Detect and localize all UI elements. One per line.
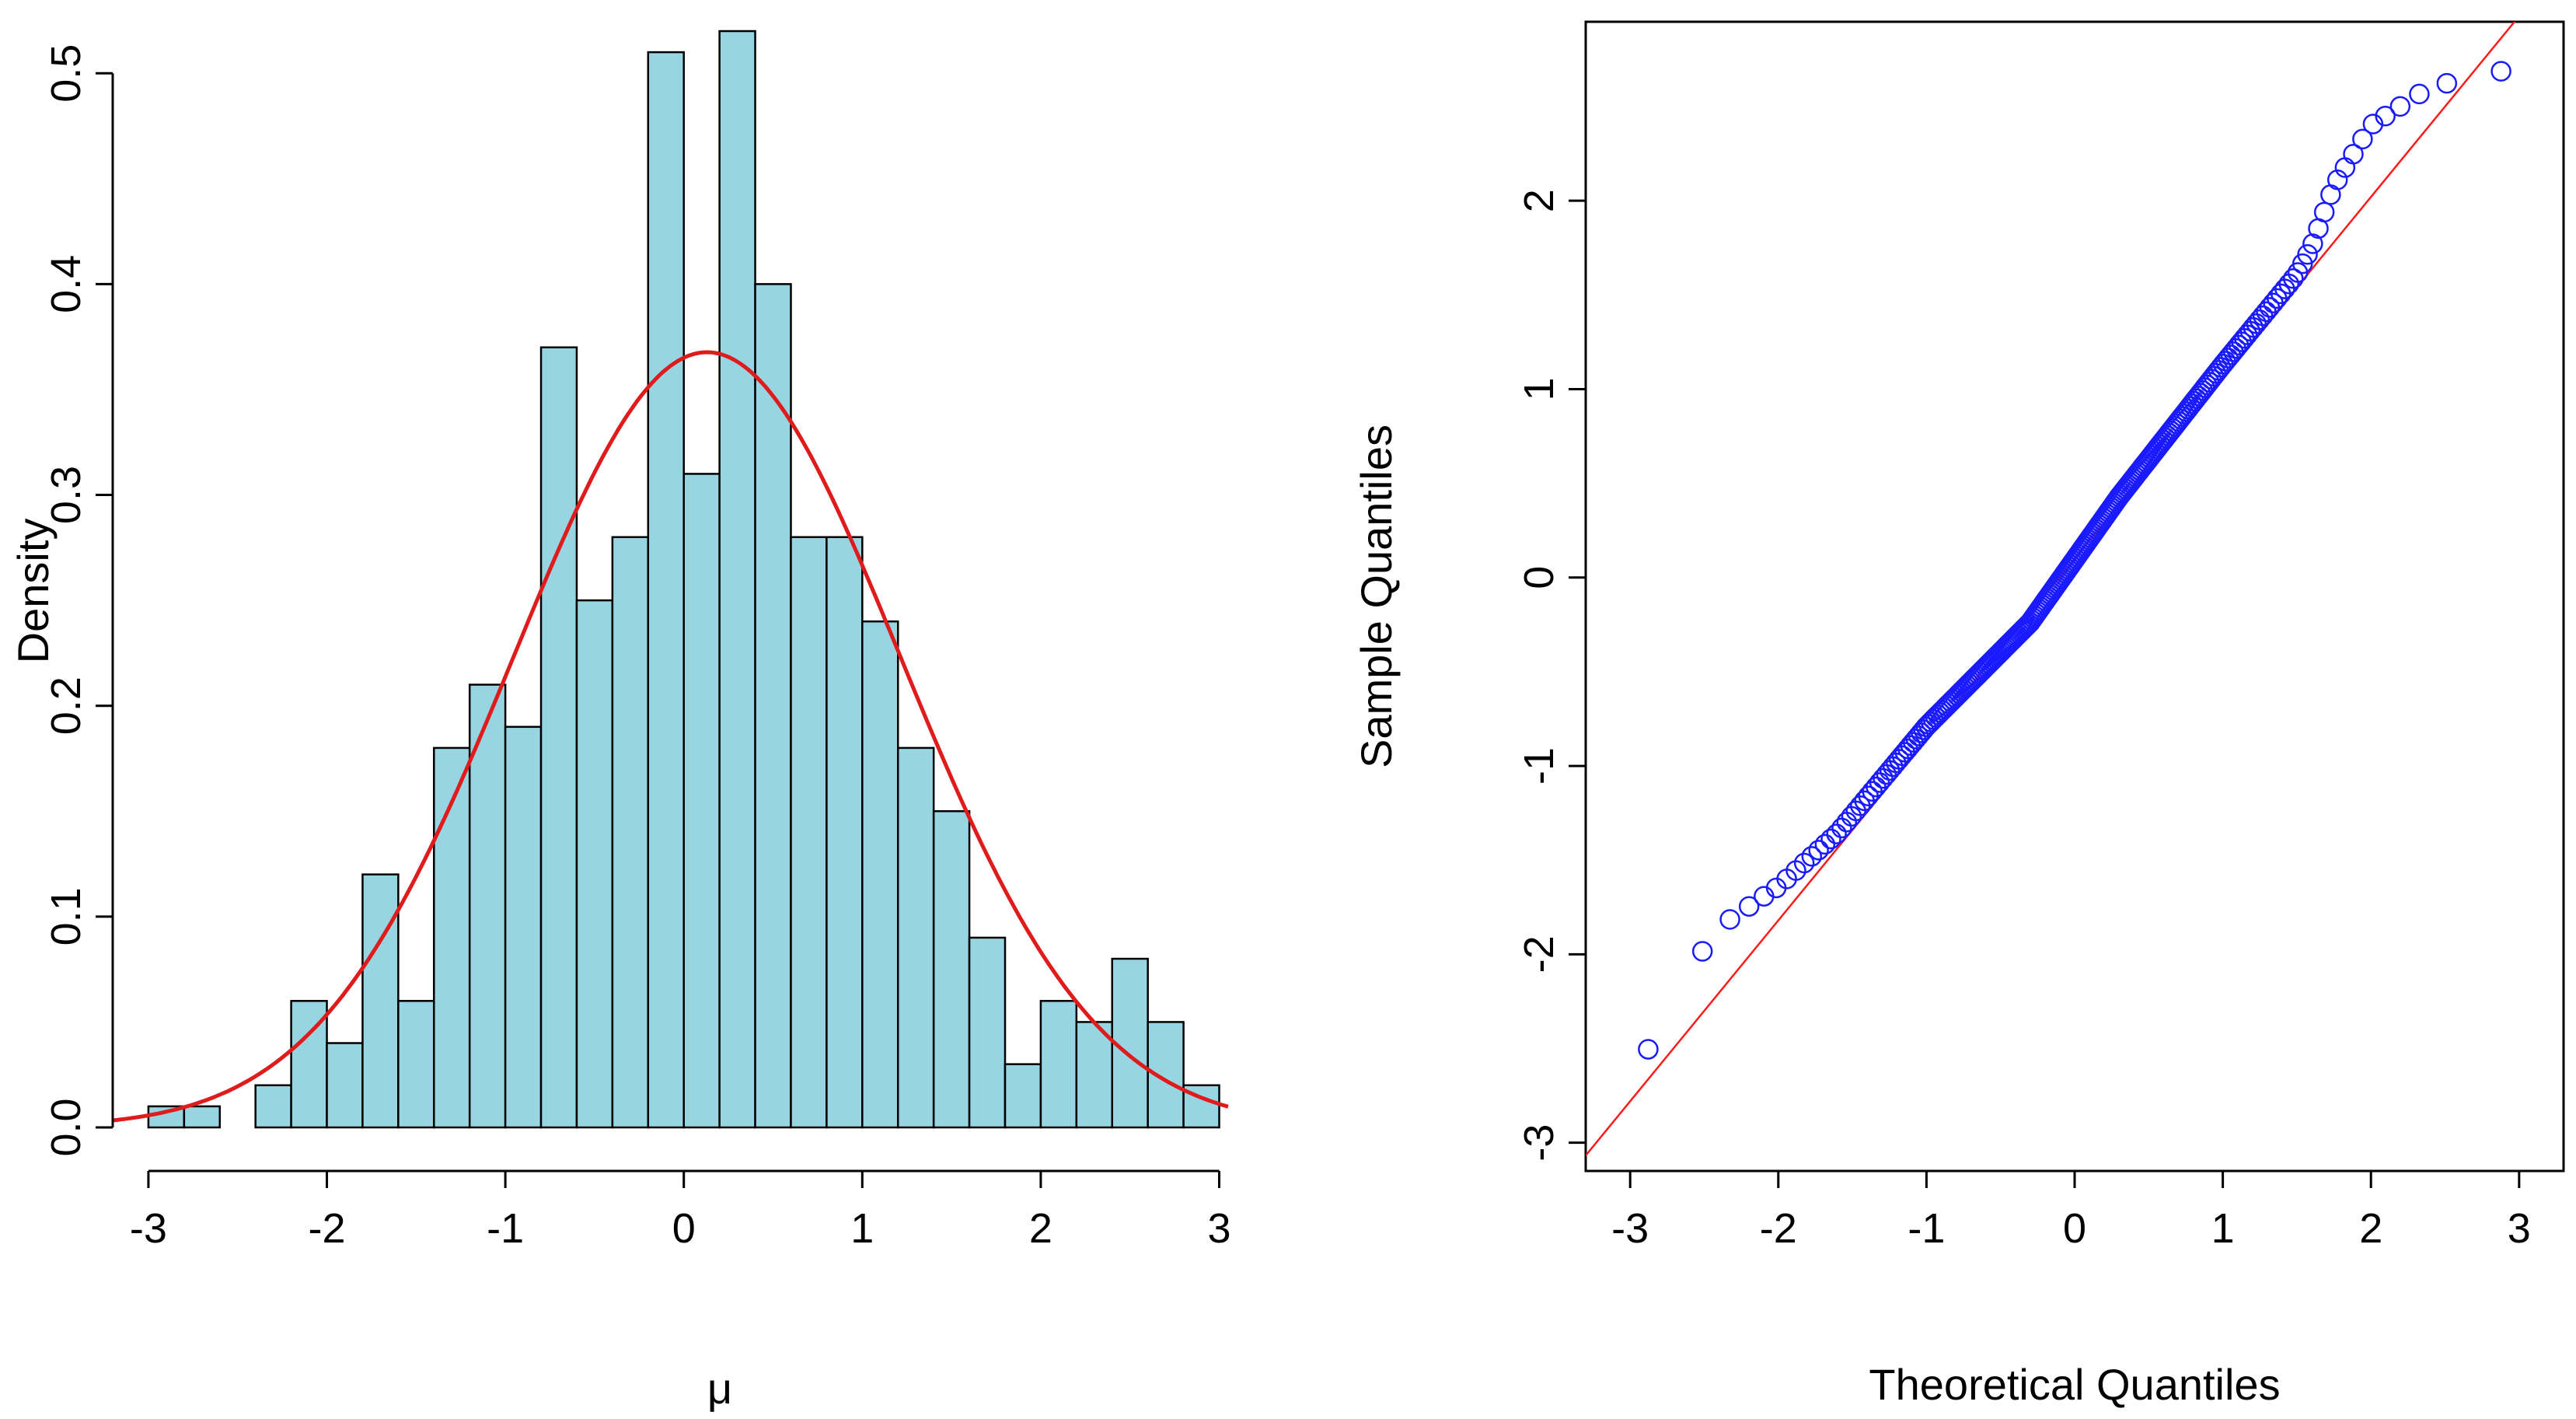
- y-tick-label: 0.3: [43, 466, 89, 524]
- qq-point: [2409, 83, 2430, 105]
- x-tick-label: 2: [1029, 1205, 1052, 1252]
- x-axis-label: μ: [707, 1364, 732, 1413]
- histogram-bar: [790, 536, 828, 1129]
- qq-point: [2326, 169, 2348, 190]
- x-tick-label: 1: [2211, 1205, 2235, 1252]
- qq-point: [1793, 852, 1815, 874]
- qq-point: [1831, 817, 1852, 839]
- histogram-bar: [1075, 1021, 1114, 1129]
- qq-point: [1820, 828, 1841, 850]
- qq-point: [2313, 201, 2335, 223]
- qq-point: [2436, 72, 2458, 94]
- y-tick-label: 0.2: [43, 676, 89, 735]
- qq-point: [1638, 1039, 1659, 1060]
- y-tick-label: 0.4: [43, 255, 89, 313]
- density-curve: [112, 350, 1229, 1123]
- histogram-bar: [611, 536, 650, 1129]
- plot-frame: [1584, 20, 2565, 1173]
- x-tick-label: 0: [672, 1205, 696, 1252]
- qq-point: [2389, 96, 2411, 117]
- histogram-bar: [361, 873, 400, 1129]
- reference-line: [1586, 22, 2516, 1156]
- histogram-bar: [718, 30, 756, 1129]
- y-tick-label: -1: [1516, 747, 1562, 785]
- x-ticks: -3 -2 -1 0 1 2 3: [1611, 1169, 2531, 1252]
- x-tick-label: -1: [1908, 1205, 1945, 1252]
- histogram-bar: [647, 51, 685, 1129]
- qq-point: [2375, 106, 2396, 127]
- x-tick-label: -3: [1611, 1205, 1649, 1252]
- y-axis-label: Density: [9, 519, 58, 664]
- x-axis-label: Theoretical Quantiles: [1869, 1360, 2280, 1409]
- x-tick-label: -2: [309, 1205, 346, 1252]
- x-tick-label: -3: [130, 1205, 167, 1252]
- y-ticks: 0.0 0.1 0.2 0.3 0.4 0.5: [43, 44, 113, 1157]
- x-tick-label: 1: [850, 1205, 874, 1252]
- qq-point: [2490, 61, 2511, 82]
- y-tick-label: 0: [1516, 566, 1562, 589]
- qq-point: [2343, 143, 2364, 165]
- histogram-bar: [575, 599, 614, 1129]
- histogram-bar: [504, 725, 543, 1129]
- histogram-bar: [183, 1105, 222, 1129]
- x-tick-label: 0: [2063, 1205, 2086, 1252]
- histogram-bar: [932, 810, 971, 1129]
- histogram-bar: [682, 473, 721, 1129]
- qq-point: [1826, 823, 1847, 844]
- y-tick-label: -3: [1516, 1124, 1562, 1162]
- y-tick-label: 0.1: [43, 887, 89, 945]
- histogram-bar: [539, 346, 578, 1129]
- histogram-bar: [1111, 957, 1149, 1129]
- histogram-bar: [397, 1000, 435, 1129]
- histogram-bar: [896, 746, 935, 1129]
- y-ticks: -3 -2 -1 0 1 2: [1516, 189, 1586, 1162]
- x-tick-label: -1: [487, 1205, 524, 1252]
- qq-points: [1638, 61, 2511, 1060]
- histogram-bar: [754, 283, 792, 1129]
- x-ticks: -3 -2 -1 0 1 2 3: [130, 1171, 1231, 1252]
- y-tick-label: 0.0: [43, 1098, 89, 1156]
- qq-point: [1801, 846, 1823, 867]
- histogram-bar: [826, 536, 864, 1129]
- histogram-bar: [433, 746, 471, 1129]
- histogram-bar: [1039, 1000, 1078, 1129]
- y-tick-label: 2: [1516, 189, 1562, 212]
- qq-point: [2352, 128, 2373, 150]
- y-tick-label: 1: [1516, 377, 1562, 400]
- histogram-bar: [968, 936, 1007, 1129]
- histogram-panel: 0.0 0.1 0.2 0.3 0.4 0.5 -3 -2 -1 0 1 2 3 μ Density: [9, 30, 1231, 1413]
- qq-point: [1808, 840, 1829, 861]
- qq-point: [1814, 834, 1836, 855]
- x-tick-label: 3: [2508, 1205, 2531, 1252]
- qq-point: [1691, 941, 1713, 962]
- qq-point: [2302, 233, 2323, 254]
- y-tick-label: 0.5: [43, 44, 89, 103]
- qq-point: [2283, 268, 2304, 289]
- histogram-bars: [147, 30, 1220, 1129]
- histogram-bar: [1004, 1063, 1042, 1129]
- x-tick-label: 2: [2359, 1205, 2382, 1252]
- qq-point: [1719, 909, 1740, 930]
- histogram-bar: [326, 1042, 364, 1129]
- qq-point: [2320, 184, 2341, 205]
- x-tick-label: -2: [1760, 1205, 1797, 1252]
- qq-point: [1738, 896, 1760, 917]
- x-tick-label: 3: [1207, 1205, 1230, 1252]
- qq-plot-panel: -3 -2 -1 0 1 2 3 -3 -2 -1 0 1 2 Theoretical Quantil…: [1352, 20, 2565, 1409]
- y-tick-label: -2: [1516, 935, 1562, 973]
- qq-point: [2297, 244, 2318, 265]
- histogram-bar: [861, 620, 899, 1129]
- qq-point: [2176, 400, 2197, 422]
- histogram-bar: [254, 1084, 292, 1129]
- qq-point: [1836, 811, 1858, 833]
- y-axis-label: Sample Quantiles: [1352, 425, 1401, 768]
